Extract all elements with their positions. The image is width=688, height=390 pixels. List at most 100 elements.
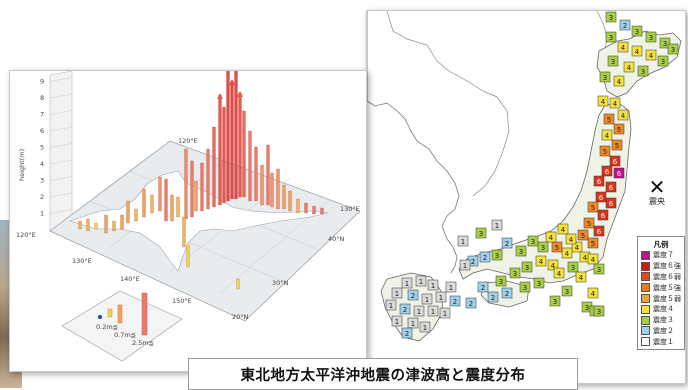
legend-swatch (641, 283, 650, 293)
svg-text:4: 4 (565, 250, 570, 258)
legend-item: 震度５弱 (638, 293, 684, 304)
tsunami-bar (288, 190, 292, 212)
legend-item: 震度１ (638, 336, 684, 347)
svg-text:2: 2 (405, 330, 409, 338)
intensity-marker: 3 (475, 227, 487, 239)
intensity-marker: 3 (561, 285, 573, 297)
intensity-marker: 5 (583, 217, 595, 229)
lon-label-near-2: 140°E (120, 275, 140, 283)
height-legend-dot (98, 315, 102, 319)
intensity-marker: 3 (607, 55, 619, 67)
svg-text:3: 3 (641, 68, 645, 76)
intensity-marker: 3 (637, 65, 649, 77)
svg-text:3: 3 (479, 230, 483, 238)
tsunami-bar (266, 144, 270, 206)
y-gridline (49, 143, 73, 148)
tsunami-bar (230, 80, 234, 200)
legend-label: 震度６弱 (653, 272, 681, 281)
intensity-marker: 1 (435, 291, 447, 303)
intensity-marker: 1 (491, 219, 503, 231)
height-legend-label-2: 0.7m≦ (114, 331, 136, 339)
intensity-marker: 2 (477, 281, 489, 293)
svg-text:1: 1 (419, 278, 423, 286)
svg-text:2: 2 (411, 292, 415, 300)
svg-text:1: 1 (431, 282, 435, 290)
sakhalin-coastline (596, 11, 608, 52)
tsunami-bar (296, 198, 300, 214)
svg-text:1: 1 (389, 302, 393, 310)
svg-text:3: 3 (519, 248, 523, 256)
legend-swatch (641, 304, 650, 314)
svg-text:6: 6 (601, 212, 606, 220)
intensity-marker: 3 (605, 31, 617, 43)
svg-text:2: 2 (469, 300, 473, 308)
svg-text:6: 6 (597, 228, 602, 236)
svg-text:1: 1 (411, 320, 415, 328)
lat-label-2: 30°N (272, 279, 289, 287)
tsunami-bar (120, 214, 124, 230)
y-gridline (49, 126, 73, 132)
y-tick-label: 1 (40, 210, 44, 218)
svg-text:4: 4 (621, 112, 626, 120)
svg-text:2: 2 (505, 240, 509, 248)
svg-text:1: 1 (495, 222, 499, 230)
svg-text:2: 2 (505, 290, 509, 298)
intensity-marker: 1 (391, 315, 403, 327)
svg-text:4: 4 (635, 48, 640, 56)
svg-text:5: 5 (581, 232, 585, 240)
svg-text:4: 4 (575, 244, 580, 252)
svg-text:3: 3 (537, 280, 541, 288)
tsunami-bar (212, 126, 216, 208)
intensity-marker: 3 (519, 281, 531, 293)
svg-text:4: 4 (591, 256, 596, 264)
tsunami-bar (320, 207, 324, 215)
intensity-marker: 3 (567, 261, 579, 273)
height-legend-plane (61, 290, 183, 362)
back-wall (49, 71, 73, 232)
lat-label-1: 40°N (328, 235, 345, 243)
intensity-marker: 4 (561, 247, 573, 259)
intensity-marker: 3 (593, 263, 605, 275)
svg-text:1: 1 (461, 238, 465, 246)
svg-text:1: 1 (443, 310, 447, 318)
svg-text:5: 5 (607, 116, 611, 124)
legend-item: 震度３ (638, 315, 684, 326)
y-tick-label: 5 (40, 144, 44, 152)
svg-text:3: 3 (523, 284, 527, 292)
legend-label: 震度７ (653, 251, 674, 260)
height-legend-bar-small (107, 308, 113, 318)
intensity-marker: 4 (565, 233, 577, 245)
intensity-marker: 3 (491, 249, 503, 261)
svg-text:3: 3 (663, 40, 667, 48)
intensity-marker: 3 (667, 43, 679, 55)
legend-swatch (641, 294, 650, 304)
legend-label: 震度３ (653, 316, 674, 325)
epicenter-marker-icon: ✕ (648, 175, 666, 199)
y-axis-ticks: 1 2 3 4 5 6 7 8 9 (40, 77, 73, 218)
intensity-legend: 凡例 震度７ 震度６強 震度６弱 震度５強 震度５弱 震度４ 震度３ 震度２ 震度１ (637, 236, 685, 350)
y-tick-label: 3 (40, 177, 44, 185)
intensity-marker: 1 (427, 279, 439, 291)
legend-label: 震度５強 (653, 283, 681, 292)
intensity-marker: 3 (599, 71, 611, 83)
svg-text:6: 6 (605, 168, 610, 176)
svg-text:2: 2 (483, 254, 487, 262)
y-gridline (49, 159, 73, 165)
intensity-marker: 4 (597, 95, 609, 107)
legend-swatch (641, 337, 650, 347)
intensity-marker: 1 (421, 293, 433, 305)
tsunami-bar (222, 106, 226, 204)
intensity-marker: 2 (501, 287, 513, 299)
intensity-marker: 4 (575, 271, 587, 283)
svg-text:3: 3 (531, 238, 535, 246)
intensity-marker: 3 (645, 31, 657, 43)
y-tick-label: 4 (40, 160, 44, 168)
intensity-marker: 6 (593, 175, 605, 187)
intensity-marker: 6 (605, 197, 617, 209)
legend-label: 震度５弱 (653, 294, 681, 303)
intensity-marker: 2 (501, 237, 513, 249)
tsunami-bar (186, 244, 190, 268)
svg-text:2: 2 (491, 294, 495, 302)
